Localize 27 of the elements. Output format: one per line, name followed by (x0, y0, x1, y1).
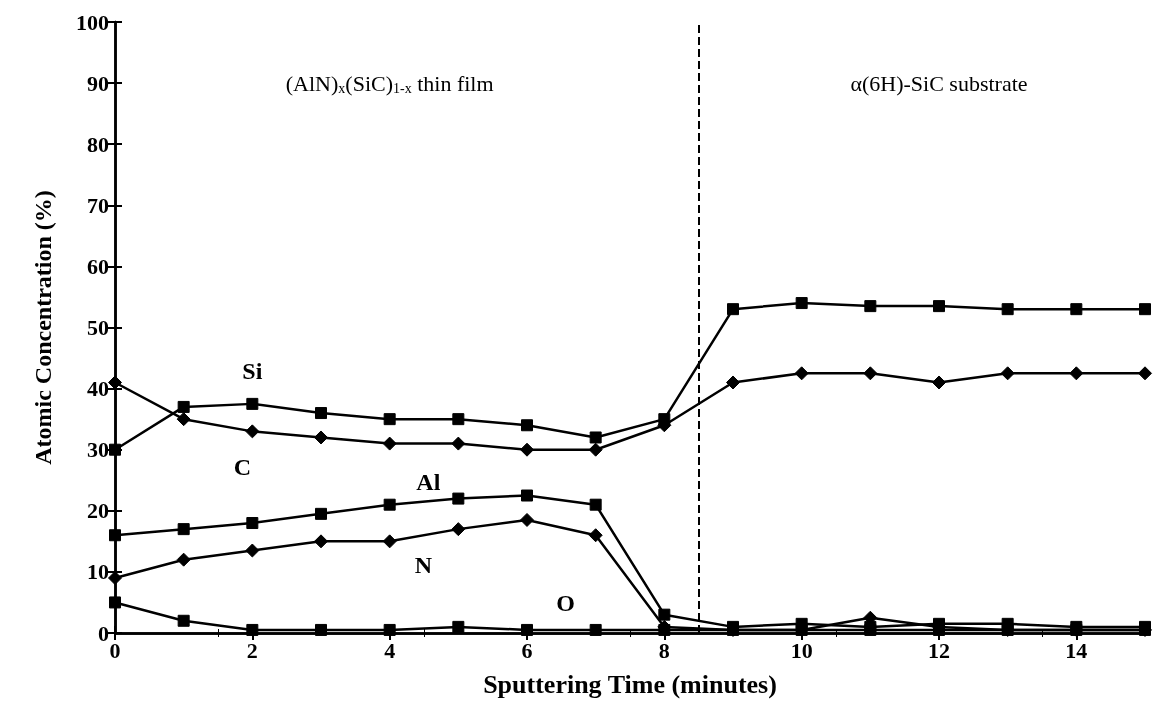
x-tick-label: 6 (521, 637, 533, 663)
y-tick-label: 20 (87, 498, 109, 524)
series-label: O (556, 589, 575, 616)
y-tick-label: 60 (87, 253, 109, 279)
y-tick-label: 90 (87, 70, 109, 96)
y-tick-label: 30 (87, 437, 109, 463)
series-label: Al (416, 468, 441, 495)
x-tick-label: 8 (658, 637, 670, 663)
y-axis-title: Atomic Concentration (%) (30, 190, 56, 465)
series-label: Si (242, 357, 263, 384)
y-tick-label: 70 (87, 192, 109, 218)
annotation: (AlN)x(SiC)1-x thin film (285, 70, 494, 96)
x-tick-label: 12 (928, 637, 950, 663)
series-label: N (414, 552, 433, 579)
y-tick-label: 10 (87, 559, 109, 585)
y-tick-label: 0 (98, 620, 109, 646)
x-tick-label: 4 (384, 637, 396, 663)
x-tick-label: 14 (1065, 637, 1088, 663)
y-tick-label: 40 (87, 376, 109, 402)
x-tick-label: 10 (790, 637, 813, 663)
series-label: C (233, 454, 252, 481)
annotation: α(6H)-SiC substrate (850, 70, 1028, 96)
y-tick-label: 50 (87, 315, 109, 340)
y-tick-label: 100 (76, 9, 109, 35)
x-tick-label: 2 (246, 637, 258, 663)
x-axis-title: Sputtering Time (minutes) (483, 669, 777, 699)
y-tick-label: 80 (87, 131, 109, 157)
